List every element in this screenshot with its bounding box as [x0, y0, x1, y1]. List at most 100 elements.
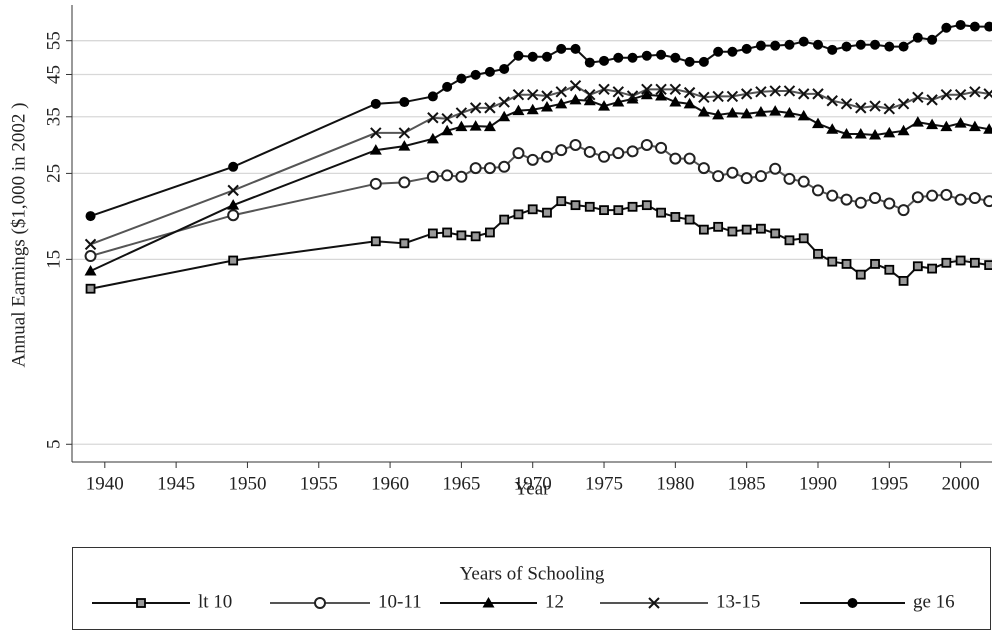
marker [398, 127, 411, 139]
marker [883, 103, 896, 115]
marker [713, 46, 724, 57]
marker [827, 256, 838, 267]
x-tick-label: 1980 [656, 473, 694, 494]
marker [84, 238, 97, 251]
marker [684, 214, 695, 225]
marker [969, 257, 980, 268]
marker [954, 117, 967, 128]
x-tick-label: 1965 [442, 473, 480, 494]
marker [441, 113, 453, 125]
marker [697, 162, 710, 175]
marker [911, 116, 924, 127]
marker [854, 127, 867, 139]
marker [811, 184, 824, 197]
marker [940, 120, 953, 132]
marker [897, 98, 910, 110]
marker [740, 172, 753, 185]
marker [869, 100, 881, 112]
marker [228, 161, 239, 172]
marker [683, 152, 696, 165]
marker [983, 195, 992, 208]
legend-label: 12 [545, 591, 564, 612]
marker [954, 89, 967, 101]
marker [526, 153, 539, 166]
y-tick-label: 5 [43, 440, 64, 450]
marker [314, 597, 326, 609]
marker [542, 207, 552, 218]
marker [570, 43, 581, 54]
series-line [90, 143, 990, 258]
marker [755, 40, 766, 51]
marker [669, 96, 682, 107]
marker [469, 102, 482, 114]
marker [136, 598, 146, 608]
marker [713, 221, 724, 232]
x-tick-label: 1955 [300, 473, 338, 494]
marker [455, 120, 468, 132]
y-tick-label: 55 [43, 31, 64, 50]
marker [840, 98, 853, 110]
marker [841, 41, 852, 52]
marker [469, 162, 482, 175]
marker [655, 141, 668, 154]
marker [727, 226, 738, 237]
marker [555, 86, 567, 98]
marker [570, 200, 581, 211]
marker [756, 223, 766, 234]
marker [984, 21, 992, 32]
marker [598, 83, 610, 96]
marker [897, 124, 910, 136]
marker [641, 83, 653, 96]
marker [797, 109, 810, 121]
marker [656, 49, 667, 60]
x-tick-label: 1950 [228, 473, 266, 494]
marker [698, 56, 709, 67]
legend-title: Years of Schooling [460, 563, 605, 584]
marker [626, 145, 639, 158]
marker [613, 52, 624, 63]
marker [826, 123, 839, 134]
marker [870, 259, 880, 269]
marker [955, 255, 966, 266]
marker [898, 275, 909, 286]
marker [441, 124, 454, 136]
marker [855, 269, 866, 280]
marker [698, 91, 710, 103]
marker [726, 90, 739, 103]
marker [969, 21, 980, 32]
marker [869, 129, 882, 140]
marker [769, 105, 782, 116]
legend-label: 13-15 [716, 591, 760, 612]
marker [683, 86, 696, 99]
marker [870, 39, 881, 50]
marker [456, 230, 467, 241]
marker [627, 52, 638, 63]
marker [527, 204, 538, 215]
marker [598, 150, 611, 163]
marker [969, 86, 981, 98]
series-line [90, 23, 990, 218]
marker [455, 170, 468, 183]
marker [912, 261, 923, 272]
marker [826, 189, 839, 202]
marker [427, 112, 439, 124]
marker [741, 43, 752, 54]
marker [855, 39, 866, 50]
marker [527, 51, 538, 62]
marker [727, 46, 738, 57]
marker [485, 227, 495, 238]
marker [470, 231, 481, 242]
marker [883, 197, 896, 210]
marker [712, 108, 725, 120]
marker [441, 169, 454, 182]
marker [484, 102, 496, 114]
marker [426, 170, 439, 183]
marker [369, 144, 382, 155]
marker [940, 188, 953, 201]
marker [569, 138, 582, 151]
marker [556, 43, 567, 54]
marker [370, 236, 381, 247]
marker [612, 96, 625, 107]
marker [555, 97, 568, 109]
